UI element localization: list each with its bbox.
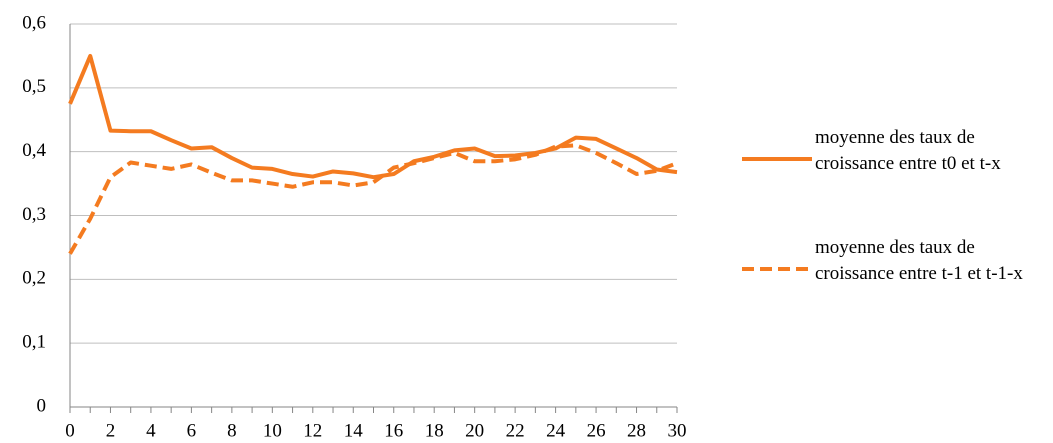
x-tick-label: 14 bbox=[344, 420, 364, 441]
x-tick-label: 0 bbox=[65, 420, 75, 441]
y-tick-label: 0,3 bbox=[22, 204, 46, 225]
y-tick-label: 0,6 bbox=[22, 12, 46, 33]
y-tick-label: 0,5 bbox=[22, 76, 46, 97]
legend-label: moyenne des taux de croissance entre t-1… bbox=[815, 237, 1023, 284]
x-tick-label: 10 bbox=[263, 420, 282, 441]
x-tick-label: 22 bbox=[506, 420, 525, 441]
y-tick-label: 0,2 bbox=[22, 268, 46, 289]
x-tick-label: 4 bbox=[146, 420, 156, 441]
x-tick-label: 28 bbox=[627, 420, 646, 441]
x-tick-label: 20 bbox=[465, 420, 484, 441]
line-series bbox=[68, 53, 678, 180]
x-tick-label: 12 bbox=[303, 420, 322, 441]
x-tick-label: 26 bbox=[587, 420, 606, 441]
x-tick-label: 8 bbox=[227, 420, 237, 441]
x-tick-label: 30 bbox=[668, 420, 687, 441]
legend-label: moyenne des taux de croissance entre t0 … bbox=[815, 127, 1001, 174]
x-tick-label: 24 bbox=[546, 420, 566, 441]
line-series bbox=[68, 143, 678, 255]
x-tick-label: 18 bbox=[425, 420, 444, 441]
y-tick-label: 0,1 bbox=[22, 332, 46, 353]
x-tick-label: 16 bbox=[384, 420, 403, 441]
y-tick-label: 0,4 bbox=[22, 140, 46, 161]
x-tick-label: 2 bbox=[106, 420, 116, 441]
x-tick-label: 6 bbox=[187, 420, 197, 441]
y-tick-label: 0 bbox=[37, 395, 47, 416]
